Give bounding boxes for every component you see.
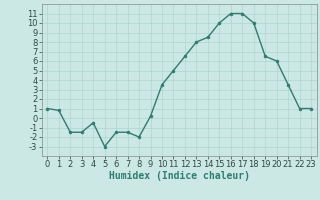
X-axis label: Humidex (Indice chaleur): Humidex (Indice chaleur)	[109, 171, 250, 181]
